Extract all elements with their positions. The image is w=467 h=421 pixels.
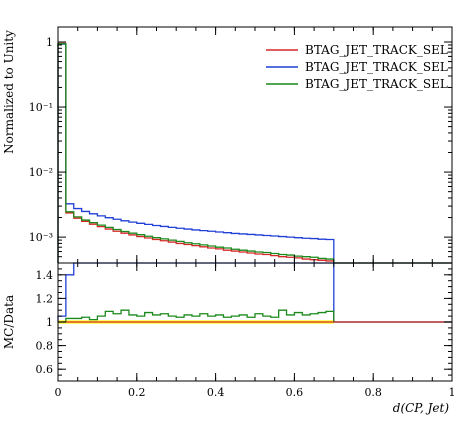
legend-label-2: BTAG_JET_TRACK_SEL: [305, 77, 448, 91]
main-y-tick-label: 10⁻²: [29, 166, 53, 179]
ratio-y-tick-label: 1.2: [36, 292, 54, 305]
ratio-panel: 0.6 0.8 1 1.2 1.4 0 0.2 0.4 0.6 0.8 1: [36, 263, 456, 399]
main-y-tick-label: 1: [46, 36, 53, 49]
legend: BTAG_JET_TRACK_SEL BTAG_JET_TRACK_SEL BTAG…: [266, 43, 448, 91]
legend-label-1: BTAG_JET_TRACK_SEL: [305, 60, 448, 74]
ratio-y-tick-label: 1: [46, 316, 53, 329]
x-tick-label: 0: [55, 386, 62, 399]
ratio-y-tick-label: 0.6: [36, 363, 54, 376]
x-axis-label: d(CP, Jet): [393, 401, 450, 415]
main-y-axis-label: Normalized to Unity: [2, 30, 16, 154]
x-tick-label: 0.2: [128, 386, 146, 399]
main-y-tick-label: 10⁻³: [29, 231, 53, 244]
ratio-y-tick-label: 0.8: [36, 340, 54, 353]
x-tick-label: 0.4: [207, 386, 225, 399]
x-tick-label: 0.8: [364, 386, 382, 399]
ratio-y-axis-label: MC/Data: [2, 295, 16, 349]
x-tick-label: 1: [449, 386, 456, 399]
legend-label-0: BTAG_JET_TRACK_SEL: [305, 43, 448, 57]
main-y-tick-label: 10⁻¹: [29, 101, 53, 114]
ratio-y-tick-label: 1.4: [36, 269, 54, 282]
x-tick-label: 0.6: [286, 386, 304, 399]
